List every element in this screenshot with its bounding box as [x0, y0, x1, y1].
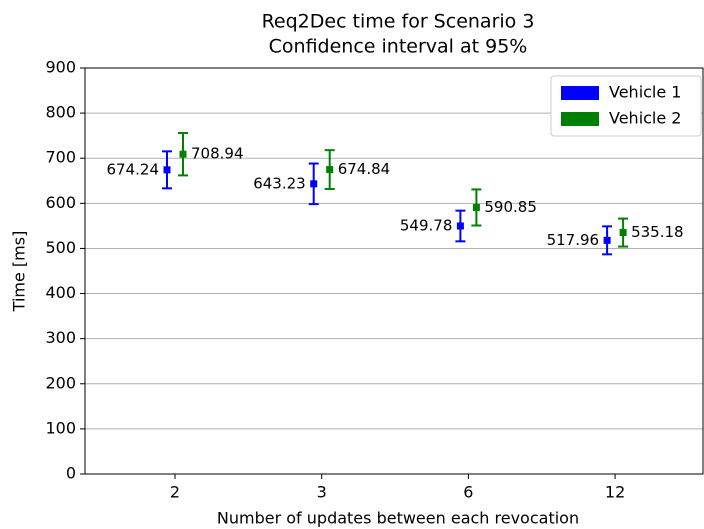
y-tick-label: 0 [66, 464, 76, 483]
marker [619, 229, 627, 237]
data-label: 535.18 [631, 223, 684, 241]
legend: Vehicle 1 Vehicle 2 [550, 75, 702, 137]
chart-title: Req2Dec time for Scenario 3 [262, 11, 535, 33]
chart-subtitle: Confidence interval at 95% [269, 36, 528, 58]
marker [179, 150, 187, 158]
legend-swatch [561, 86, 599, 100]
y-tick-label: 100 [45, 418, 76, 437]
y-tick-label: 600 [45, 193, 76, 212]
data-label: 549.78 [400, 216, 453, 234]
data-label: 643.23 [253, 174, 306, 192]
x-tick-label: 6 [463, 483, 473, 502]
x-tick-label: 12 [605, 483, 625, 502]
x-tick-label: 3 [317, 483, 327, 502]
y-tick-label: 300 [45, 328, 76, 347]
x-tick-label: 2 [170, 483, 180, 502]
marker [163, 166, 171, 174]
legend-label: Vehicle 2 [609, 109, 681, 128]
y-tick-label: 700 [45, 148, 76, 167]
marker [310, 180, 318, 188]
marker [603, 236, 611, 244]
y-tick-label: 500 [45, 238, 76, 257]
legend-swatch [561, 112, 599, 126]
y-tick-label: 900 [45, 58, 76, 77]
data-label: 708.94 [191, 145, 244, 163]
legend-label: Vehicle 1 [609, 83, 681, 102]
plot-frame [84, 67, 704, 475]
y-tick-label: 800 [45, 103, 76, 122]
y-axis-label: Time [ms] [10, 231, 29, 313]
data-label: 590.85 [484, 198, 537, 216]
data-label: 517.96 [547, 231, 600, 249]
y-tick-label: 200 [45, 373, 76, 392]
data-label: 674.24 [107, 160, 160, 178]
marker [456, 222, 464, 230]
marker [472, 203, 480, 211]
marker [326, 166, 334, 174]
y-tick-label: 400 [45, 283, 76, 302]
data-label: 674.84 [338, 160, 391, 178]
x-axis-label: Number of updates between each revocatio… [217, 509, 579, 528]
